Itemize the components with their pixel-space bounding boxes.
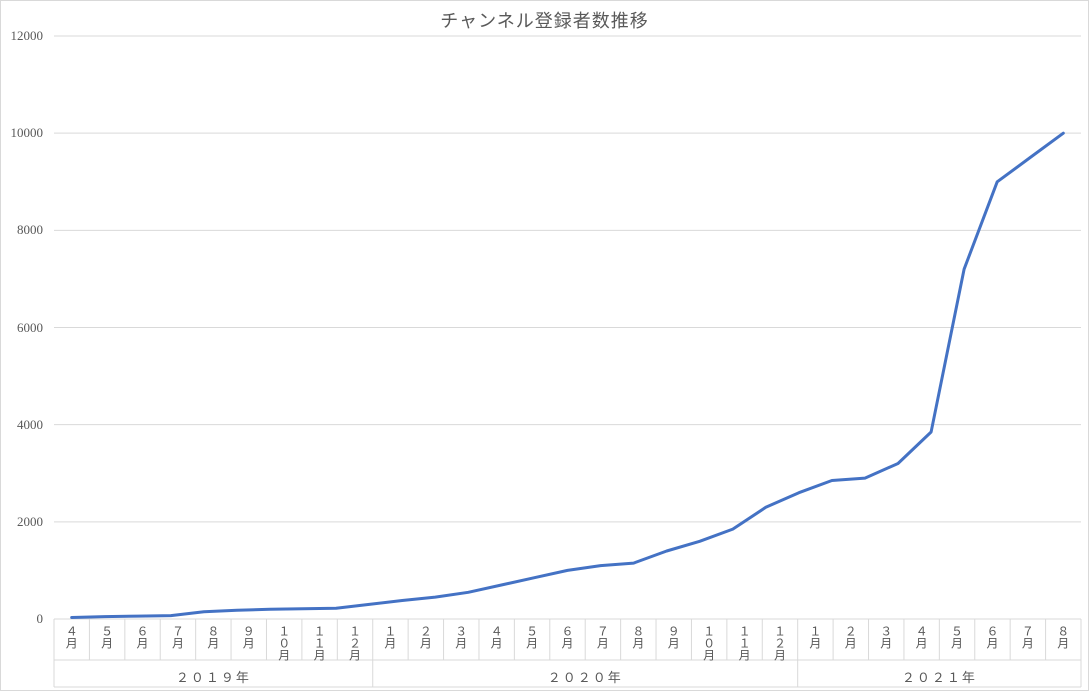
x-tick-label: ７月	[169, 625, 186, 649]
chart-svg	[1, 1, 1089, 691]
y-tick-label: 12000	[0, 28, 43, 44]
x-tick-label: １０月	[276, 625, 293, 661]
x-tick-label: ９月	[665, 625, 682, 649]
x-group-label: ２０２１年	[902, 667, 977, 686]
y-tick-label: 10000	[0, 125, 43, 141]
x-tick-label: １０月	[701, 625, 718, 661]
chart-container: チャンネル登録者数推移 020004000600080001000012000４…	[0, 0, 1089, 691]
x-tick-label: ８月	[1055, 625, 1072, 649]
x-tick-label: ７月	[1019, 625, 1036, 649]
x-tick-label: ８月	[205, 625, 222, 649]
x-tick-label: ６月	[559, 625, 576, 649]
x-tick-label: ３月	[878, 625, 895, 649]
x-tick-label: ３月	[453, 625, 470, 649]
x-tick-label: １２月	[347, 625, 364, 661]
x-tick-label: ８月	[630, 625, 647, 649]
y-tick-label: 4000	[0, 417, 43, 433]
x-tick-label: １１月	[311, 625, 328, 661]
x-tick-label: ４月	[913, 625, 930, 649]
x-tick-label: ５月	[949, 625, 966, 649]
y-tick-label: 8000	[0, 222, 43, 238]
x-tick-label: ４月	[488, 625, 505, 649]
series-line	[72, 133, 1064, 617]
x-tick-label: １１月	[736, 625, 753, 661]
x-tick-label: ６月	[134, 625, 151, 649]
x-tick-label: １２月	[771, 625, 788, 661]
x-tick-label: １月	[382, 625, 399, 649]
y-tick-label: 2000	[0, 514, 43, 530]
x-tick-label: ５月	[524, 625, 541, 649]
x-tick-label: １月	[807, 625, 824, 649]
x-tick-label: ４月	[63, 625, 80, 649]
y-tick-label: 6000	[0, 320, 43, 336]
x-tick-label: ６月	[984, 625, 1001, 649]
y-tick-label: 0	[0, 611, 43, 627]
x-tick-label: ２月	[417, 625, 434, 649]
x-tick-label: ５月	[99, 625, 116, 649]
x-group-label: ２０２０年	[548, 667, 623, 686]
x-tick-label: ９月	[240, 625, 257, 649]
x-group-label: ２０１９年	[176, 667, 251, 686]
x-tick-label: ７月	[594, 625, 611, 649]
x-tick-label: ２月	[842, 625, 859, 649]
